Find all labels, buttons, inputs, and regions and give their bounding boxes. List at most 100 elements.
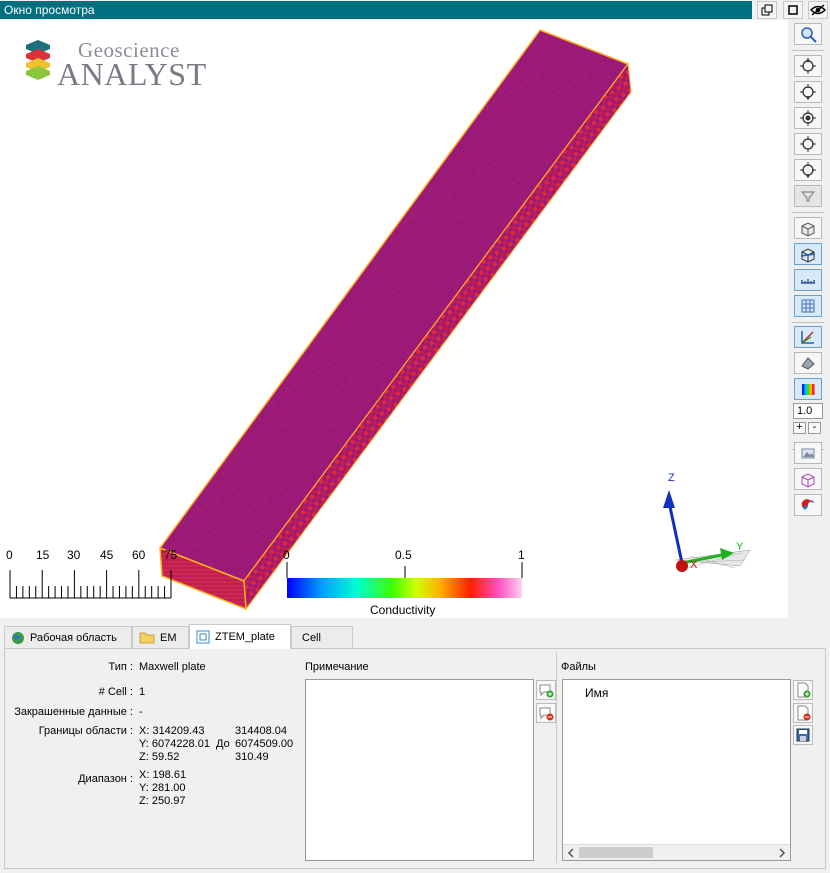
bounds-z-max: 310.49	[235, 751, 269, 763]
logo-stack-icon	[26, 40, 50, 80]
viewport-toolbar	[789, 20, 830, 618]
view-bottom-button[interactable]	[794, 81, 822, 103]
funnel-icon	[800, 191, 816, 202]
viewport-title-bar: Окно просмотра	[0, 0, 830, 20]
bounds-y-max: 6074509.00	[235, 738, 294, 750]
cell-count-value: 1	[139, 686, 146, 698]
save-file-button[interactable]	[793, 725, 813, 745]
range-label: Диапазон :	[78, 773, 133, 785]
notes-title: Примечание	[305, 661, 369, 673]
view-side-button[interactable]	[794, 133, 822, 155]
save-icon	[796, 728, 810, 742]
type-value: Maxwell plate	[139, 661, 206, 673]
grid-button[interactable]	[794, 295, 822, 317]
tab-label: Рабочая область	[30, 631, 117, 644]
bounds-y-min: Y: 6074228.01	[139, 738, 210, 750]
scale-tick-label: 45	[100, 548, 114, 562]
range-z: Z: 250.97	[139, 795, 186, 807]
3d-viewport[interactable]: Geoscience ANALYST	[0, 20, 788, 618]
axes-button[interactable]	[794, 326, 822, 348]
view-bottom-icon	[800, 84, 816, 100]
window-title: Окно просмотра	[0, 1, 752, 19]
add-file-button[interactable]	[793, 680, 813, 700]
globe-icon	[12, 631, 24, 644]
files-title: Файлы	[561, 661, 596, 673]
restore-icon	[761, 4, 773, 16]
add-note-button[interactable]	[536, 680, 556, 700]
colored-data-value: -	[139, 706, 143, 718]
scroll-left-icon[interactable]	[566, 848, 576, 858]
type-label: Тип :	[108, 661, 133, 673]
files-horizontal-scrollbar[interactable]	[563, 844, 790, 860]
clip-cube-icon	[800, 248, 816, 263]
remove-note-icon	[539, 707, 554, 721]
image-icon	[801, 448, 815, 459]
tab-cell[interactable]: Cell	[291, 626, 353, 648]
remove-file-button[interactable]	[793, 703, 813, 723]
color-legend: 0 0.5 1 Conductivity	[283, 548, 525, 617]
zoom-extents-icon	[801, 27, 817, 43]
decrease-button[interactable]: -	[808, 422, 821, 434]
properties-panel: Тип : Maxwell plate # Cell : 1 Закрашенн…	[4, 648, 826, 869]
zoom-extents-button[interactable]	[794, 23, 822, 45]
remove-note-button[interactable]	[536, 703, 556, 723]
cube-icon	[801, 222, 815, 237]
background-button[interactable]	[794, 442, 822, 464]
grid-icon	[801, 299, 815, 313]
snap-button[interactable]	[794, 494, 822, 516]
maxwell-plate-model[interactable]	[158, 29, 632, 611]
ruler-button[interactable]	[794, 269, 822, 291]
scroll-right-icon[interactable]	[777, 848, 787, 858]
visibility-toggle-button[interactable]	[808, 1, 828, 19]
colorbar-min-label: 0	[283, 548, 290, 562]
bounds-x-max: 314408.04	[235, 725, 287, 737]
box-view-button[interactable]	[794, 217, 822, 239]
colorbar-mid-label: 0.5	[395, 548, 412, 562]
files-list[interactable]: Имя	[562, 679, 791, 861]
tab-label: Cell	[302, 631, 321, 644]
wireframe-cube-icon	[801, 473, 815, 488]
colorbar-max-label: 1	[518, 548, 525, 562]
view-center-button[interactable]	[794, 107, 822, 129]
remove-file-icon	[797, 705, 811, 721]
tab-em[interactable]: EM	[132, 626, 189, 648]
colorbar-title: Conductivity	[370, 603, 435, 617]
scrollbar-thumb[interactable]	[579, 847, 653, 858]
scale-tick-label: 0	[6, 548, 13, 562]
add-file-icon	[797, 682, 811, 698]
tab-workspace[interactable]: Рабочая область	[4, 626, 132, 648]
increase-button[interactable]: +	[793, 422, 806, 434]
view-top-button[interactable]	[794, 55, 822, 77]
maximize-button[interactable]	[783, 1, 803, 19]
folder-icon	[139, 632, 155, 644]
shading-icon	[801, 357, 815, 370]
shading-button[interactable]	[794, 352, 822, 374]
plate-icon	[196, 630, 210, 644]
restore-button[interactable]	[757, 1, 777, 19]
axes-icon	[801, 331, 814, 344]
view-center-icon	[800, 110, 816, 126]
legend-button[interactable]	[794, 378, 822, 400]
tab-bar: Рабочая область EM ZTEM_plate Cell	[0, 624, 830, 649]
bounds-to-label: До	[216, 738, 230, 750]
wireframe-button[interactable]	[794, 468, 822, 490]
3d-scene: 0 15 30 45 60 75 0 0.5 1	[6, 29, 751, 617]
notes-textarea[interactable]	[305, 679, 534, 861]
bounds-label: Границы области :	[38, 725, 133, 737]
clip-box-button[interactable]	[794, 243, 822, 265]
plate-side-face	[243, 62, 632, 611]
tab-ztem-plate[interactable]: ZTEM_plate	[189, 624, 291, 649]
axis-label-z: Z	[668, 472, 675, 484]
filter-button[interactable]	[794, 185, 822, 207]
files-column-name[interactable]: Имя	[585, 686, 609, 700]
axis-label-x: X	[690, 559, 698, 571]
plate-top-face	[158, 29, 630, 582]
opacity-input[interactable]: 1.0	[793, 403, 823, 419]
scale-tick-label: 75	[164, 548, 178, 562]
view-front-button[interactable]	[794, 159, 822, 181]
ruler-icon	[801, 279, 815, 284]
tab-label: ZTEM_plate	[215, 631, 275, 643]
eye-icon	[810, 4, 826, 16]
scale-bar: 0 15 30 45 60 75	[6, 548, 178, 599]
color-legend-icon	[802, 384, 815, 395]
